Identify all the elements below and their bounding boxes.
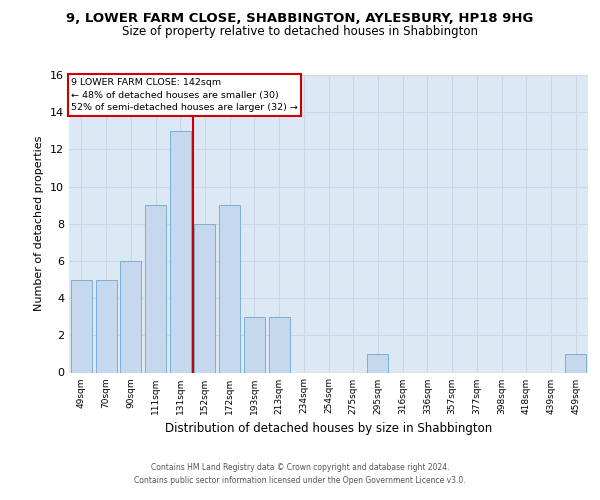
Bar bbox=[269, 316, 290, 372]
Bar bbox=[145, 205, 166, 372]
Bar bbox=[367, 354, 388, 372]
Text: Contains HM Land Registry data © Crown copyright and database right 2024.: Contains HM Land Registry data © Crown c… bbox=[151, 464, 449, 472]
X-axis label: Distribution of detached houses by size in Shabbington: Distribution of detached houses by size … bbox=[165, 422, 492, 435]
Bar bbox=[95, 280, 116, 372]
Bar bbox=[194, 224, 215, 372]
Bar bbox=[565, 354, 586, 372]
Y-axis label: Number of detached properties: Number of detached properties bbox=[34, 136, 44, 312]
Text: Size of property relative to detached houses in Shabbington: Size of property relative to detached ho… bbox=[122, 25, 478, 38]
Text: Contains public sector information licensed under the Open Government Licence v3: Contains public sector information licen… bbox=[134, 476, 466, 485]
Bar bbox=[120, 261, 141, 372]
Text: 9 LOWER FARM CLOSE: 142sqm
← 48% of detached houses are smaller (30)
52% of semi: 9 LOWER FARM CLOSE: 142sqm ← 48% of deta… bbox=[71, 78, 298, 112]
Bar bbox=[71, 280, 92, 372]
Bar bbox=[244, 316, 265, 372]
Bar bbox=[170, 131, 191, 372]
Bar bbox=[219, 205, 240, 372]
Text: 9, LOWER FARM CLOSE, SHABBINGTON, AYLESBURY, HP18 9HG: 9, LOWER FARM CLOSE, SHABBINGTON, AYLESB… bbox=[67, 12, 533, 26]
